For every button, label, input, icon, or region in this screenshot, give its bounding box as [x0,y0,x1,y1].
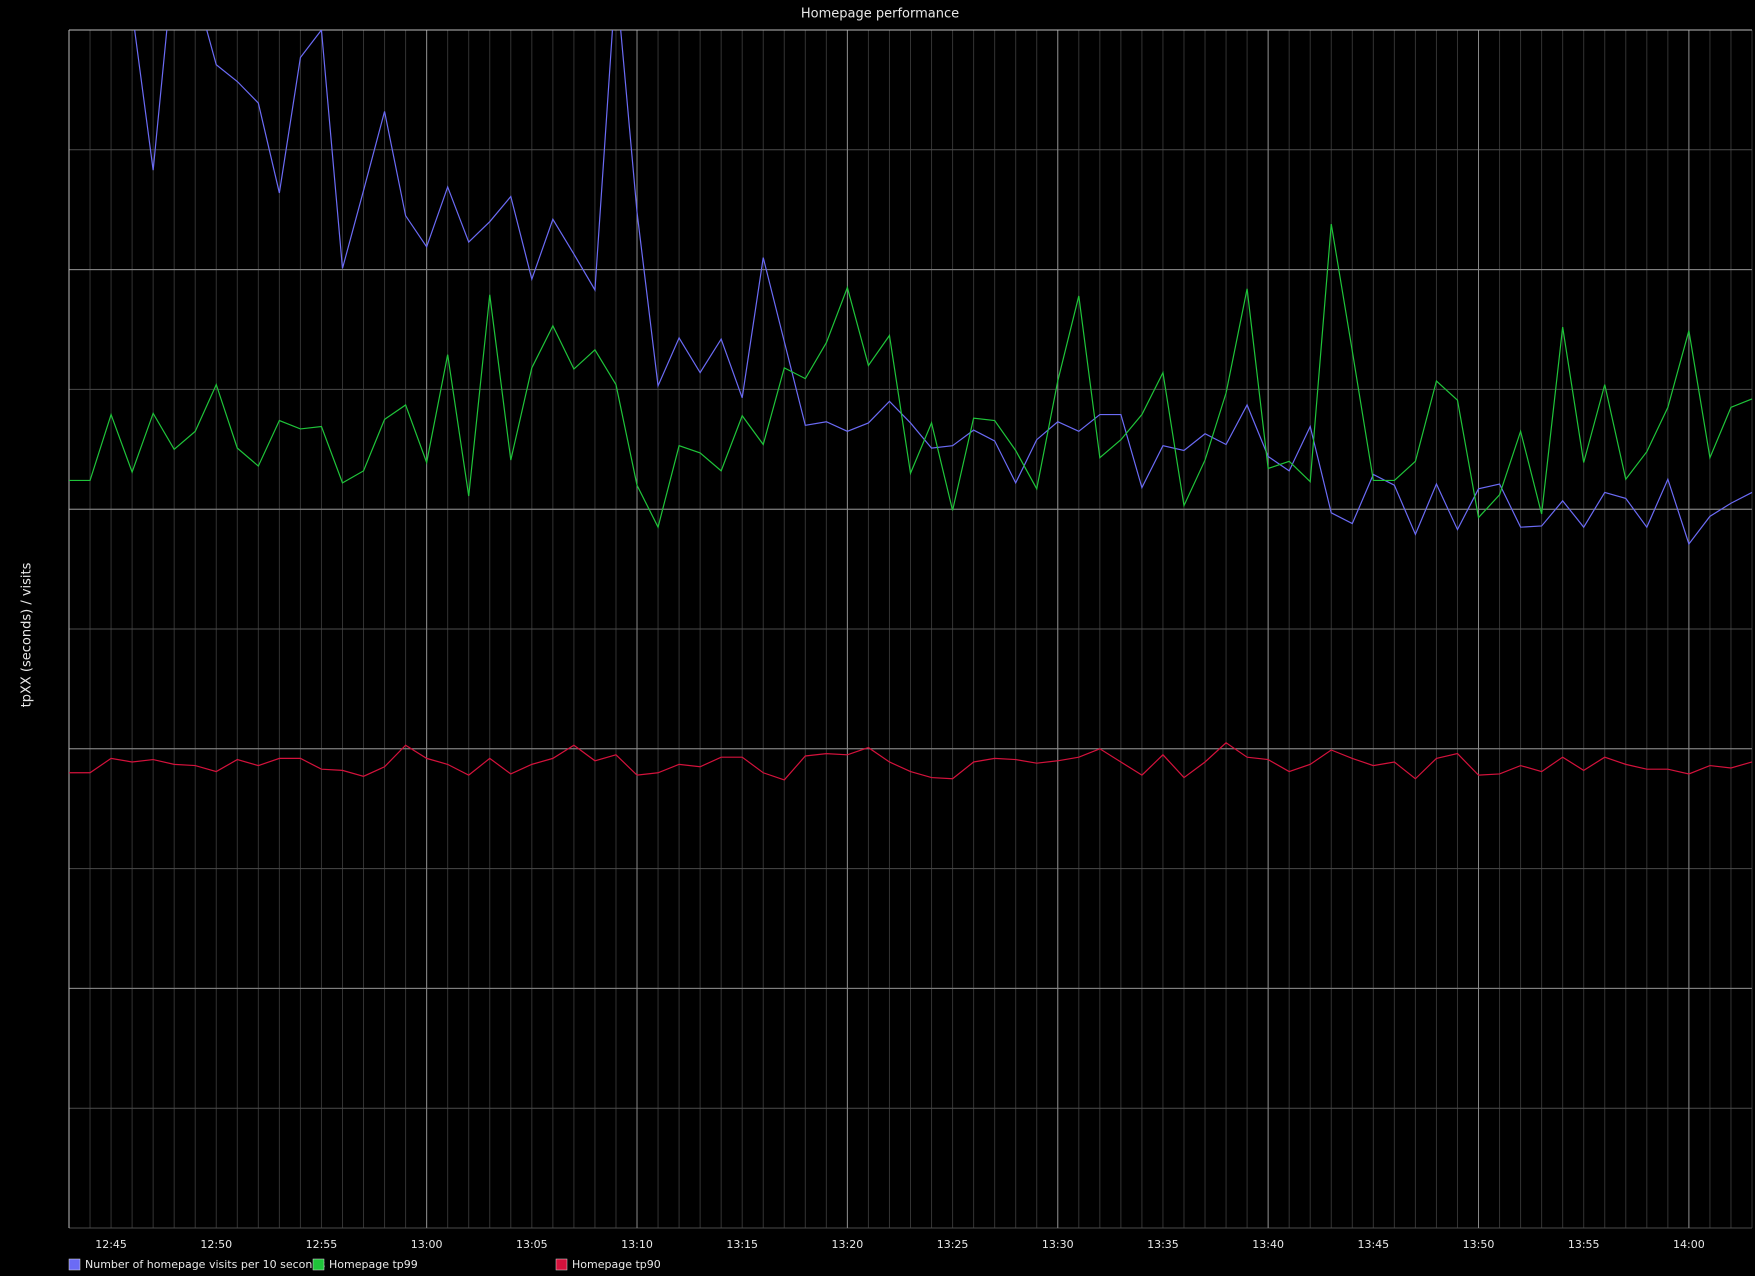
x-tick-label: 13:35 [1147,1238,1179,1251]
plot-lines [69,30,1753,781]
x-tick-label: 13:05 [516,1238,548,1251]
legend-label: Homepage tp99 [329,1258,418,1271]
x-tick-label: 13:20 [832,1238,864,1251]
x-tick-label: 13:25 [937,1238,969,1251]
x-tick-label: 13:00 [411,1238,443,1251]
legend-label: Homepage tp90 [572,1258,661,1271]
x-tick-label: 14:00 [1673,1238,1705,1251]
x-tick-label: 13:50 [1463,1238,1495,1251]
x-tick-label: 13:55 [1568,1238,1600,1251]
legend-swatch [68,1258,81,1271]
legend-swatch [312,1258,325,1271]
x-tick-label: 13:30 [1042,1238,1074,1251]
x-tick-label: 13:40 [1252,1238,1284,1251]
labels: 12:45 12:50 12:55 13:00 13:05 13:10 13:15 13:20… [68,1238,1705,1271]
x-tick-label: 12:55 [306,1238,338,1251]
series-line [69,223,1753,529]
x-tick-label: 12:45 [95,1238,127,1251]
x-tick-label: 13:10 [621,1238,653,1251]
y-axis-label: tpXX (seconds) / visits [20,562,35,707]
x-tick-label: 13:45 [1357,1238,1389,1251]
chart-title: Homepage performance [801,7,959,22]
legend-swatch [555,1258,568,1271]
x-tick-label: 12:50 [200,1238,232,1251]
legend-label: Number of homepage visits per 10 seconds [85,1258,325,1271]
x-tick-label: 13:15 [726,1238,758,1251]
series-line [69,742,1753,781]
grid [68,29,1753,1229]
series-line [134,30,1753,546]
